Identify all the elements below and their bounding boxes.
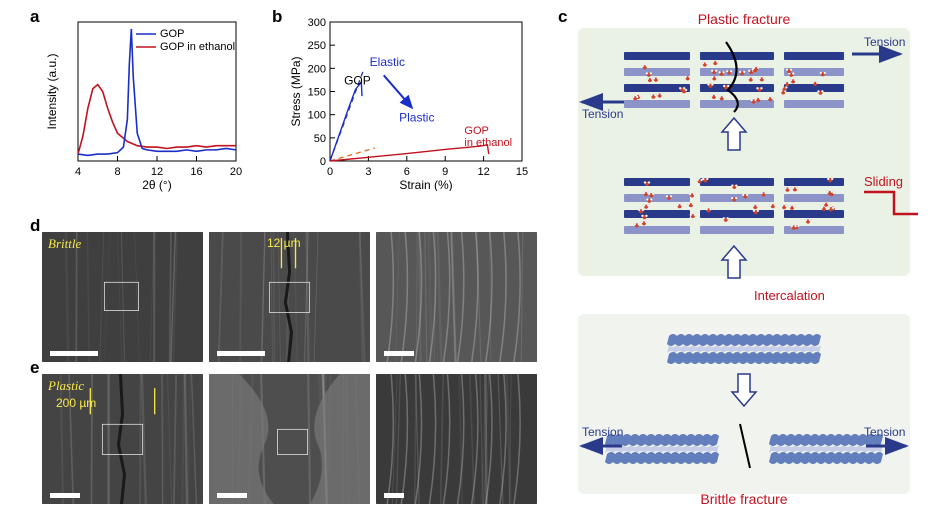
svg-text:Plastic fracture: Plastic fracture xyxy=(698,11,791,27)
svg-text:0: 0 xyxy=(320,156,326,168)
sem-d-1: Brittle xyxy=(42,232,203,362)
svg-text:Tension: Tension xyxy=(864,35,905,49)
sem-dim-e: 200 µm xyxy=(56,396,96,410)
svg-text:Intensity (a.u.): Intensity (a.u.) xyxy=(45,53,59,129)
panel-label-b: b xyxy=(272,7,282,27)
svg-text:Tension: Tension xyxy=(864,425,905,439)
svg-text:12: 12 xyxy=(151,166,163,178)
sem-row-plastic: Plastic 200 µm xyxy=(42,374,537,504)
panel-label-d: d xyxy=(30,216,40,236)
sem-dim-d: 12 µm xyxy=(267,236,301,250)
svg-text:Tension: Tension xyxy=(582,425,623,439)
scalebar-d1 xyxy=(50,351,98,356)
scalebar-d2 xyxy=(217,351,265,356)
stress-strain-chart: 03691215050100150200250300Strain (%)Stre… xyxy=(288,16,528,191)
svg-text:3: 3 xyxy=(365,166,371,178)
svg-text:0: 0 xyxy=(327,166,333,178)
sem-e-2 xyxy=(209,374,370,504)
svg-text:8: 8 xyxy=(114,166,120,178)
svg-text:15: 15 xyxy=(516,166,528,178)
sem-d-3 xyxy=(376,232,537,362)
sem-label-plastic: Plastic xyxy=(48,378,84,394)
svg-text:GOP in ethanol: GOP in ethanol xyxy=(160,41,235,53)
svg-text:GOP: GOP xyxy=(344,74,371,88)
svg-text:4: 4 xyxy=(75,166,81,178)
scalebar-d3 xyxy=(384,351,414,356)
xrd-chart: 4 8 12 16 20 2θ (°) Intensity (a.u.) GOPGOP in … xyxy=(42,16,242,191)
svg-text:GOPin ethanol: GOPin ethanol xyxy=(464,125,512,149)
svg-text:12: 12 xyxy=(477,166,489,178)
scalebar-e3 xyxy=(384,493,404,498)
panel-label-a: a xyxy=(30,7,39,27)
svg-text:Brittle fracture: Brittle fracture xyxy=(700,491,787,506)
svg-text:16: 16 xyxy=(190,166,202,178)
svg-text:150: 150 xyxy=(308,87,326,99)
panel-label-e: e xyxy=(30,358,39,378)
svg-text:Elastic: Elastic xyxy=(370,55,405,69)
svg-text:GOP: GOP xyxy=(160,28,184,40)
svg-text:Strain (%): Strain (%) xyxy=(399,178,452,191)
sem-row-brittle: Brittle 12 µm xyxy=(42,232,537,362)
sem-e-1: Plastic 200 µm xyxy=(42,374,203,504)
svg-text:Sliding: Sliding xyxy=(864,174,903,189)
svg-text:300: 300 xyxy=(308,17,326,29)
svg-text:Plastic: Plastic xyxy=(399,111,434,125)
svg-text:200: 200 xyxy=(308,63,326,75)
svg-text:250: 250 xyxy=(308,40,326,52)
schematic-fracture: Plastic fracture Brittle fracture Tension T… xyxy=(564,6,924,506)
svg-text:Stress (MPa): Stress (MPa) xyxy=(289,56,303,126)
svg-text:6: 6 xyxy=(404,166,410,178)
svg-text:20: 20 xyxy=(230,166,242,178)
sem-label-brittle: Brittle xyxy=(48,236,81,252)
sem-e-3 xyxy=(376,374,537,504)
sem-d-2: 12 µm xyxy=(209,232,370,362)
svg-text:Intercalation: Intercalation xyxy=(754,288,825,303)
scalebar-e2 xyxy=(217,493,247,498)
svg-text:Tension: Tension xyxy=(582,107,623,121)
svg-text:100: 100 xyxy=(308,110,326,122)
svg-text:9: 9 xyxy=(442,166,448,178)
svg-text:2θ (°): 2θ (°) xyxy=(142,178,171,192)
svg-text:50: 50 xyxy=(314,133,326,145)
scalebar-e1 xyxy=(50,493,80,498)
